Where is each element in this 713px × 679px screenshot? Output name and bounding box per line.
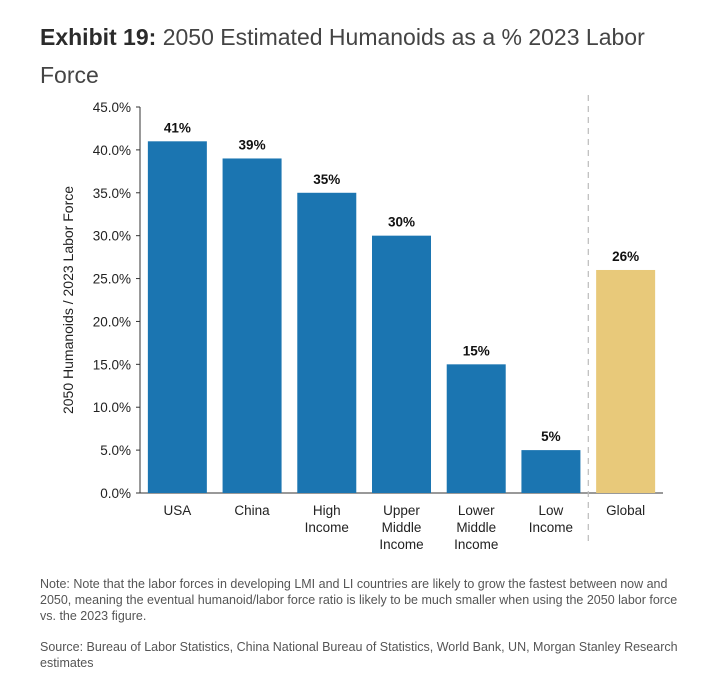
y-tick-label: 20.0% bbox=[93, 314, 131, 329]
category-label-line: Lower bbox=[458, 503, 495, 518]
category-label-line: Middle bbox=[456, 520, 496, 535]
bar bbox=[446, 364, 506, 493]
category-label: USA bbox=[163, 503, 191, 518]
category-label-line: High bbox=[313, 503, 341, 518]
bar bbox=[222, 158, 282, 493]
y-tick-label: 0.0% bbox=[100, 486, 131, 501]
y-tick-label: 10.0% bbox=[93, 400, 131, 415]
data-label: 26% bbox=[612, 249, 639, 264]
data-label: 35% bbox=[313, 172, 340, 187]
category-label: Lower Middle Income bbox=[454, 503, 498, 552]
y-tick-label: 15.0% bbox=[93, 357, 131, 372]
y-tick-label: 45.0% bbox=[93, 100, 131, 115]
category-label: Global bbox=[606, 503, 645, 518]
data-label: 39% bbox=[239, 137, 266, 152]
category-label-line: Income bbox=[305, 520, 349, 535]
y-tick-label: 5.0% bbox=[100, 443, 131, 458]
category-label-line: Middle bbox=[382, 520, 422, 535]
bar-chart: 0.0% 5.0% 10.0% 15.0% 20.0% 25.0% 30.0% 35.0% 40… bbox=[60, 95, 663, 552]
category-label: High Income bbox=[305, 503, 349, 535]
data-label: 15% bbox=[463, 343, 490, 358]
category-label-line: Upper bbox=[383, 503, 420, 518]
category-label-line: Income bbox=[454, 537, 498, 552]
category-label-line: Income bbox=[529, 520, 573, 535]
bar bbox=[596, 269, 656, 493]
bar bbox=[147, 141, 207, 494]
y-tick-label: 25.0% bbox=[93, 272, 131, 287]
y-tick-label: 30.0% bbox=[93, 229, 131, 244]
category-label: Upper Middle Income bbox=[379, 503, 423, 552]
data-label: 41% bbox=[164, 120, 191, 135]
category-label: China bbox=[234, 503, 270, 518]
category-label-line: Global bbox=[606, 503, 645, 518]
chart-title: 2050 Estimated Humanoids as a % 2023 Lab… bbox=[40, 24, 645, 88]
category-label-line: Low bbox=[539, 503, 564, 518]
category-label: Low Income bbox=[529, 503, 573, 535]
chart-source: Source: Bureau of Labor Statistics, Chin… bbox=[40, 640, 678, 670]
category-label-line: Income bbox=[379, 537, 423, 552]
data-label: 30% bbox=[388, 215, 415, 230]
bar bbox=[372, 235, 431, 493]
bar bbox=[521, 450, 581, 493]
category-label-line: USA bbox=[163, 503, 191, 518]
category-label-line: China bbox=[234, 503, 270, 518]
y-axis-title: 2050 Humanoids / 2023 Labor Force bbox=[60, 186, 76, 414]
bar bbox=[297, 192, 357, 493]
exhibit-number: Exhibit 19: bbox=[40, 24, 157, 50]
exhibit-title: Exhibit 19: 2050 Estimated Humanoids as … bbox=[40, 18, 680, 94]
y-tick-label: 35.0% bbox=[93, 186, 131, 201]
chart-note: Note: Note that the labor forces in deve… bbox=[40, 577, 678, 623]
y-tick-label: 40.0% bbox=[93, 143, 131, 158]
data-label: 5% bbox=[541, 429, 561, 444]
